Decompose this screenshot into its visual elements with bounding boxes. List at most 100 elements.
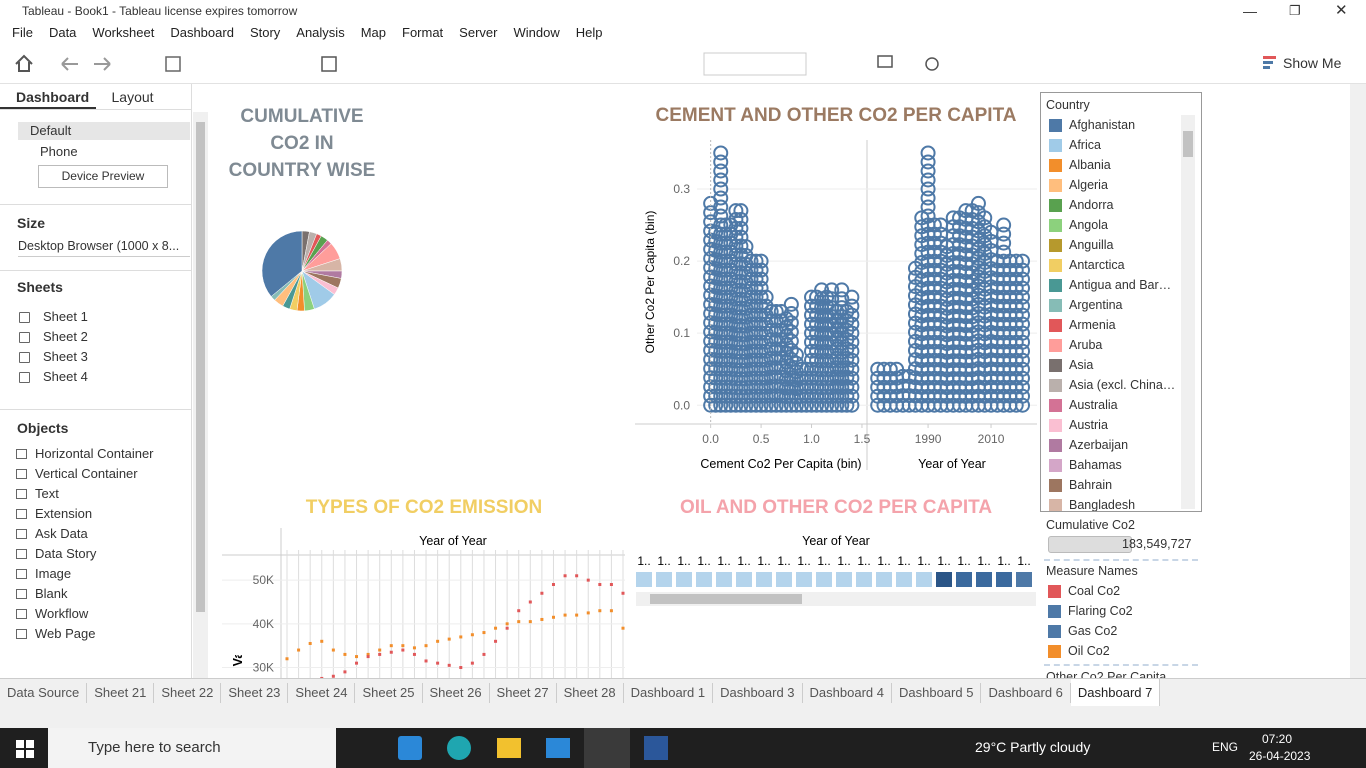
legend-item[interactable]: Anguilla <box>1049 235 1177 255</box>
dashboard-scrollbar[interactable] <box>1350 84 1366 678</box>
side-tab[interactable]: Layout <box>111 89 154 105</box>
object-item[interactable]: Horizontal Container <box>0 444 191 464</box>
clock-time[interactable]: 07:20 <box>1262 732 1293 746</box>
close[interactable]: ✕ <box>1335 2 1348 19</box>
sheet-tab[interactable]: Sheet 27 <box>490 682 557 703</box>
sheet-tab[interactable]: Sheet 22 <box>154 682 222 703</box>
sheet-tab[interactable]: Dashboard 7 <box>1070 678 1161 707</box>
search-box[interactable]: Type here to search <box>48 728 336 768</box>
legend-item[interactable]: Gas Co2 <box>1048 621 1176 641</box>
side-scrollbar[interactable] <box>193 112 208 678</box>
sheet-tab[interactable]: Sheet 23 <box>221 682 289 703</box>
sheet-tab[interactable]: Dashboard 1 <box>624 682 714 703</box>
mail-icon[interactable] <box>546 738 570 758</box>
legend-item[interactable]: Antigua and Barbuda <box>1049 275 1177 295</box>
legend-item[interactable]: Andorra <box>1049 195 1177 215</box>
legend-item[interactable]: Bahamas <box>1049 455 1177 475</box>
sheet-tab[interactable]: Dashboard 3 <box>713 682 803 703</box>
legend-item[interactable]: Afghanistan <box>1049 115 1177 135</box>
legend-item[interactable]: Asia <box>1049 355 1177 375</box>
menu-item[interactable]: Dashboard <box>170 25 234 40</box>
sheet-item[interactable]: Sheet 3 <box>0 347 191 367</box>
legend-item[interactable]: Flaring Co2 <box>1048 601 1176 621</box>
explorer-icon[interactable] <box>497 738 521 758</box>
sheet-item[interactable]: Sheet 2 <box>0 327 191 347</box>
new-sheet-icon[interactable] <box>321 56 337 72</box>
sheet-tab[interactable]: Sheet 26 <box>423 682 490 703</box>
object-item[interactable]: Ask Data <box>0 524 191 544</box>
object-item[interactable]: Image <box>0 564 191 584</box>
undo-icon[interactable] <box>61 57 78 71</box>
object-item[interactable]: Extension <box>0 504 191 524</box>
object-item[interactable]: Data Story <box>0 544 191 564</box>
restore[interactable]: ❐ <box>1289 3 1301 18</box>
sheet-tab[interactable]: Data Source <box>0 682 88 703</box>
sheet-tab[interactable]: Dashboard 4 <box>803 682 892 703</box>
menu-item[interactable]: Server <box>459 25 498 40</box>
size-dropdown[interactable]: Desktop Browser (1000 x 8... <box>18 237 190 257</box>
start-button[interactable] <box>16 740 34 758</box>
device-option[interactable]: Default <box>18 122 190 140</box>
h-scrollbar-thumb[interactable] <box>650 594 802 604</box>
word-icon[interactable] <box>644 736 668 760</box>
object-item[interactable]: Text <box>0 484 191 504</box>
legend-item[interactable]: Antarctica <box>1049 255 1177 275</box>
legend-item[interactable]: Aruba <box>1049 335 1177 355</box>
legend-item[interactable]: Bahrain <box>1049 475 1177 495</box>
save-icon[interactable] <box>165 56 181 72</box>
legend-item[interactable]: Oil Co2 <box>1048 641 1176 661</box>
legend-item[interactable]: Asia (excl. China and India) <box>1049 375 1177 395</box>
share-icon[interactable] <box>925 57 939 71</box>
fit-dropdown[interactable] <box>703 52 807 76</box>
tableau-icon[interactable] <box>584 728 630 768</box>
show-me-button[interactable]: Show Me <box>1283 55 1342 71</box>
object-item[interactable]: Vertical Container <box>0 464 191 484</box>
sheet-tab[interactable]: Dashboard 5 <box>892 682 982 703</box>
sheet-item[interactable]: Sheet 1 <box>0 307 191 327</box>
device-option[interactable]: Phone <box>40 144 78 159</box>
legend-item[interactable]: Angola <box>1049 215 1177 235</box>
device-preview-button[interactable]: Device Preview <box>38 165 168 188</box>
legend-item[interactable]: Armenia <box>1049 315 1177 335</box>
object-item[interactable]: Workflow <box>0 604 191 624</box>
object-item[interactable]: Web Page <box>0 624 191 644</box>
sheet-tab[interactable]: Sheet 24 <box>288 682 356 703</box>
clock-date[interactable]: 26-04-2023 <box>1249 749 1311 763</box>
legend-item[interactable]: Azerbaijan <box>1049 435 1177 455</box>
store-icon[interactable] <box>398 736 422 760</box>
weather[interactable]: 29°C Partly cloudy <box>975 739 1091 755</box>
menu-item[interactable]: Format <box>402 25 444 40</box>
menu-item[interactable]: Map <box>360 25 386 40</box>
menu-item[interactable]: Analysis <box>296 25 345 40</box>
legend-item[interactable]: Bangladesh <box>1049 495 1177 511</box>
menu-item[interactable]: Help <box>575 25 603 40</box>
redo-icon[interactable] <box>94 57 111 71</box>
legend-item[interactable]: Austria <box>1049 415 1177 435</box>
sheet-tab[interactable]: Sheet 21 <box>87 682 155 703</box>
legend-item[interactable]: Australia <box>1049 395 1177 415</box>
legend-scrollbar[interactable] <box>1181 115 1195 509</box>
minimize[interactable]: — <box>1243 3 1257 19</box>
home-icon[interactable] <box>15 54 33 72</box>
legend-item[interactable]: Coal Co2 <box>1048 581 1176 601</box>
legend-item[interactable]: Argentina <box>1049 295 1177 315</box>
legend-item[interactable]: Algeria <box>1049 175 1177 195</box>
sheet-tab[interactable]: Dashboard 6 <box>981 682 1071 703</box>
sheet-item[interactable]: Sheet 4 <box>0 367 191 387</box>
menu-item[interactable]: File <box>12 25 33 40</box>
language[interactable]: ENG <box>1212 740 1239 754</box>
menu-item[interactable]: Worksheet <box>92 25 155 40</box>
menu-item[interactable]: Window <box>513 25 560 40</box>
menu-item[interactable]: Data <box>48 25 77 40</box>
sheet-item[interactable]: Sheet 5 <box>0 387 191 391</box>
legend-item[interactable]: Africa <box>1049 135 1177 155</box>
edge-icon[interactable] <box>447 736 471 760</box>
side-tab[interactable]: Dashboard <box>0 84 96 109</box>
sheet-tab[interactable]: Sheet 25 <box>355 682 423 703</box>
presentation-icon[interactable] <box>877 55 893 68</box>
object-item[interactable]: Blank <box>0 584 191 604</box>
menu-item[interactable]: Story <box>249 25 281 40</box>
cumulative-filter-bar[interactable] <box>1048 536 1132 553</box>
sheet-tab[interactable]: Sheet 28 <box>557 682 624 703</box>
legend-item[interactable]: Albania <box>1049 155 1177 175</box>
